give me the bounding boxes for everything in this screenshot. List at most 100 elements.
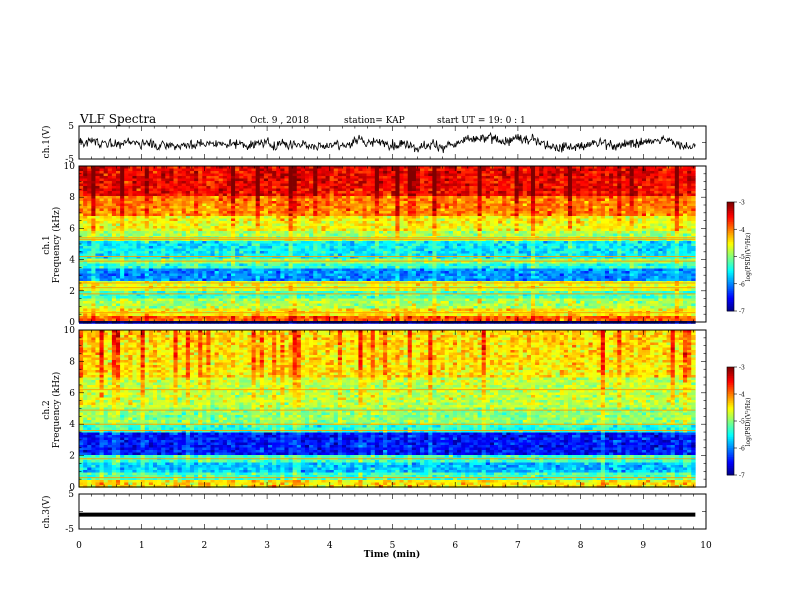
colorbar-segment — [727, 435, 734, 438]
colorbar-segment — [727, 251, 734, 254]
colorbar-segment — [727, 291, 734, 294]
colorbar-segment — [727, 260, 734, 263]
colorbar-segment — [727, 269, 734, 272]
colorbar-segment — [727, 223, 734, 227]
colorbar-segment — [727, 272, 734, 276]
colorbar-segment — [727, 368, 734, 371]
colorbar-segment — [727, 258, 734, 261]
x-tick-label: 9 — [640, 541, 646, 551]
date-label: Oct. 9 , 2018 — [250, 116, 309, 126]
colorbar-segment — [727, 245, 734, 248]
ch2-spectrogram-cells — [79, 330, 696, 488]
colorbar-segment — [727, 448, 734, 451]
colorbar-segment — [727, 410, 734, 413]
ch1-spectrogram-y-tick-label: 4 — [69, 256, 75, 266]
colorbar-segment — [727, 227, 734, 230]
colorbar-segment — [727, 301, 734, 305]
colorbar-segment — [727, 303, 734, 306]
ch1-waveform-line — [78, 131, 696, 154]
colorbar-segment — [727, 457, 734, 460]
colorbar-segment — [727, 408, 734, 411]
ch1-voltage-ylabel: ch.1(V) — [41, 126, 52, 159]
colorbar-segment — [727, 446, 734, 449]
ch1-waveform-y-tick-label: 5 — [68, 122, 74, 132]
colorbar-segment — [727, 238, 734, 241]
colorbar-segment — [727, 433, 734, 436]
colorbar-segment — [727, 287, 734, 290]
time-xlabel: Time (min) — [364, 549, 421, 560]
colorbar-tick-label: -7 — [739, 309, 745, 316]
colorbar-segment — [727, 370, 734, 373]
ch1-spectrogram-cells — [79, 166, 696, 324]
colorbar-segment — [727, 421, 734, 424]
colorbar-segment — [727, 424, 734, 427]
colorbar-segment — [727, 458, 734, 461]
colorbar-segment — [727, 399, 734, 402]
colorbar-segment — [727, 294, 734, 297]
ch2-spectrogram-y-tick-label: 4 — [69, 420, 75, 430]
ch3-waveform-y-tick-label: -5 — [65, 525, 74, 535]
colorbar-segment — [727, 466, 734, 469]
colorbar-segment — [727, 229, 734, 232]
colorbar-segment — [727, 404, 734, 407]
colorbar-segment — [727, 426, 734, 429]
ch2-frequency-ylabel: Frequency (kHz) — [51, 372, 62, 449]
colorbar-segment — [727, 207, 734, 210]
ch2-colorbar: -3 -4 -5 -6 -7 — [726, 365, 745, 480]
colorbar-segment — [727, 467, 734, 470]
colorbar-segment — [727, 214, 734, 217]
colorbar-segment — [727, 397, 734, 400]
colorbar-segment — [727, 209, 734, 212]
colorbar-segment — [727, 234, 734, 237]
colorbar-segment — [727, 412, 734, 415]
x-tick-label: 6 — [452, 541, 458, 551]
colorbar-segment — [727, 379, 734, 382]
x-tick-label: 4 — [327, 541, 333, 551]
colorbar-segment — [727, 249, 734, 252]
ch2-spectrogram-y-tick-label: 0 — [69, 483, 75, 493]
x-tick-label: 7 — [515, 541, 521, 551]
colorbar-segment — [727, 300, 734, 303]
colorbar-segment — [727, 271, 734, 274]
colorbar-segment — [727, 202, 734, 205]
colorbar-segment — [727, 413, 734, 416]
start-time-label: start UT = 19: 0 : 1 — [437, 116, 526, 126]
colorbar-segment — [727, 419, 734, 422]
colorbar-tick-label: -7 — [739, 473, 745, 480]
colorbar-segment — [727, 381, 734, 384]
ch1-spectrogram-panel — [79, 166, 696, 324]
colorbar-segment — [727, 263, 734, 266]
ch1-spectrogram-y-tick-label: 0 — [69, 318, 75, 328]
colorbar-tick-label: -3 — [739, 200, 745, 207]
colorbar-segment — [727, 440, 734, 443]
colorbar-segment — [727, 274, 734, 277]
colorbar-segment — [727, 377, 734, 380]
colorbar-segment — [727, 372, 734, 375]
ch1-spectrogram-y-tick-label: 6 — [69, 224, 75, 234]
colorbar-segment — [727, 455, 734, 458]
colorbar-segment — [727, 292, 734, 296]
colorbar-segment — [727, 309, 734, 312]
ch2-colorbar-label: log(PSD)(V²/Hz) — [745, 398, 752, 447]
colorbar-segment — [727, 469, 734, 472]
colorbar-segment — [727, 449, 734, 452]
ch1-spectrogram-ylabel-top: ch.1 — [42, 235, 52, 254]
colorbar-segment — [727, 247, 734, 250]
colorbar-tick-label: -4 — [739, 392, 745, 399]
colorbar-segment — [727, 305, 734, 308]
colorbar-segment — [727, 385, 734, 388]
colorbar-segment — [727, 220, 734, 223]
colorbar-tick-label: -6 — [739, 446, 745, 453]
colorbar-segment — [727, 430, 734, 433]
colorbar-tick-label: -3 — [739, 365, 745, 372]
colorbar-segment — [727, 428, 734, 431]
colorbar-segment — [727, 212, 734, 216]
colorbar-segment — [727, 252, 734, 256]
colorbar-tick-label: -5 — [739, 419, 745, 426]
colorbar-segment — [727, 254, 734, 257]
colorbar-segment — [727, 374, 734, 377]
colorbar-segment — [727, 298, 734, 301]
x-tick-label: 10 — [700, 541, 712, 551]
colorbar-segment — [727, 376, 734, 379]
ch1-spectrogram-y-tick-label: 10 — [64, 162, 76, 172]
